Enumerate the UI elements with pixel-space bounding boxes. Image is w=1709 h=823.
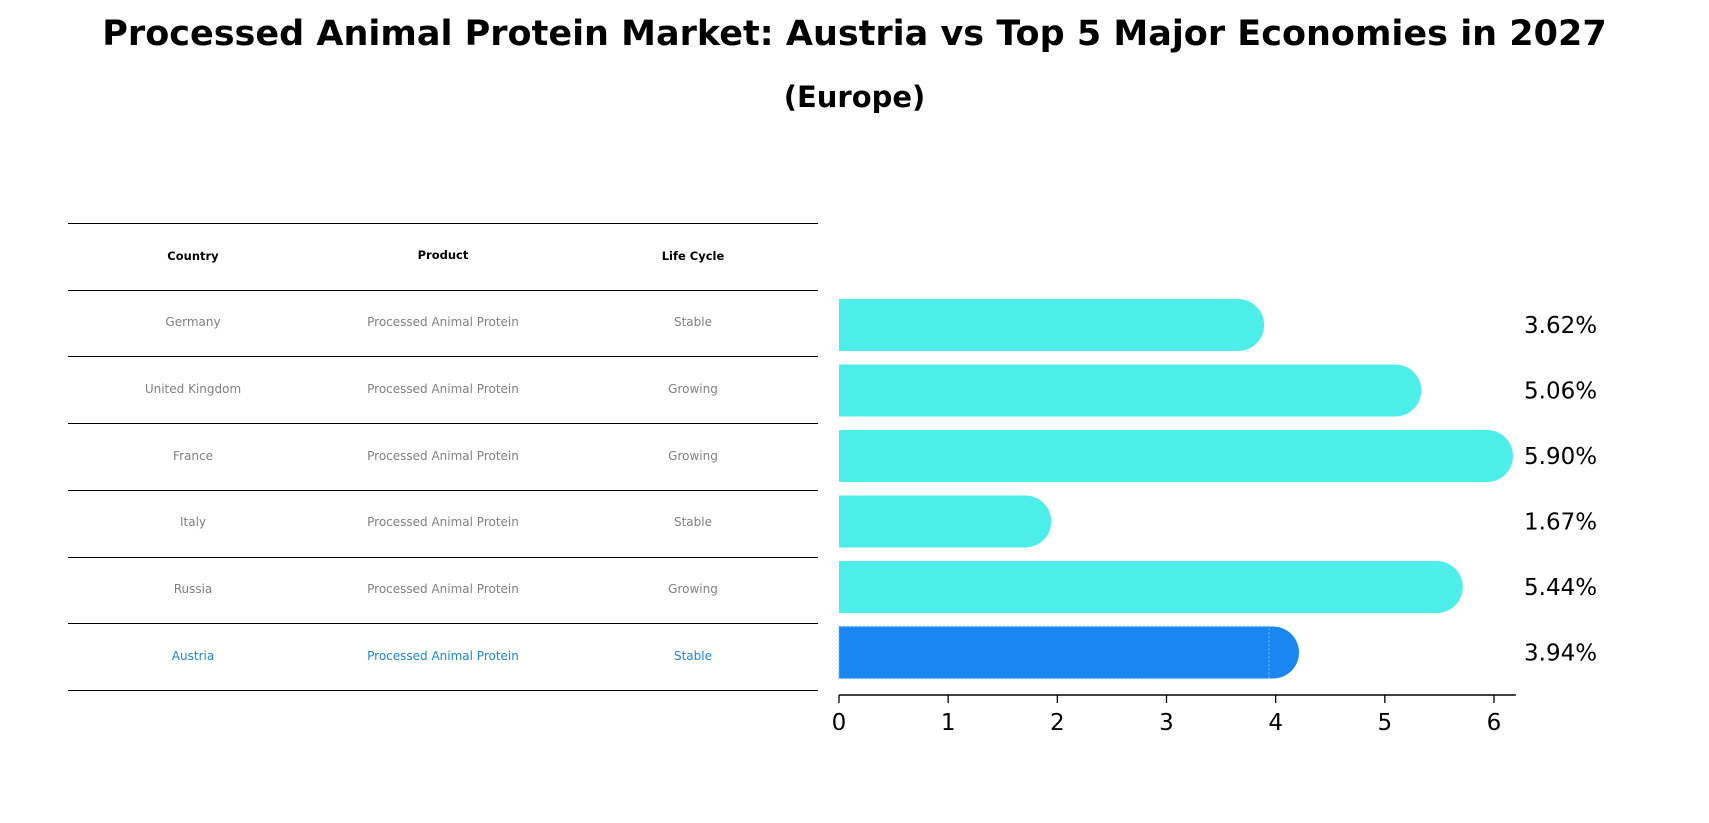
x-tick-label: 5 xyxy=(1378,710,1393,736)
table-row-product-highlight: Processed Animal Protein xyxy=(367,649,519,663)
table-row-life-cycle: Stable xyxy=(673,315,712,329)
bar xyxy=(839,561,1463,613)
bar-value-label: 1.67% xyxy=(1524,510,1597,536)
chart-title: Processed Animal Protein Market: Austria… xyxy=(102,14,1607,54)
table-row-country: United Kingdom xyxy=(144,382,242,396)
bar-highlight xyxy=(839,626,1300,679)
x-tick-label: 0 xyxy=(832,710,847,736)
table-row-country: Italy xyxy=(179,515,207,529)
header-product: Product xyxy=(417,248,469,262)
table-rule xyxy=(68,690,818,691)
table-rule xyxy=(68,623,818,624)
bar xyxy=(839,364,1422,417)
header-life-cycle: Life Cycle xyxy=(661,249,725,263)
bar-value-label: 5.44% xyxy=(1524,575,1597,601)
table-rule xyxy=(68,557,818,558)
table-row-product: Processed Animal Protein xyxy=(367,315,519,329)
chart-subtitle: (Europe) xyxy=(783,80,926,114)
x-tick-label: 1 xyxy=(941,710,956,736)
table-row-life-cycle-highlight: Stable xyxy=(673,649,712,663)
table-row-country: Russia xyxy=(173,582,213,596)
table-rule xyxy=(68,490,818,491)
x-tick-label: 3 xyxy=(1159,710,1174,736)
header-country: Country xyxy=(167,249,219,263)
table-row-product: Processed Animal Protein xyxy=(367,515,519,529)
table-row-country-highlight: Austria xyxy=(171,649,215,663)
bar-value-label: 3.62% xyxy=(1524,313,1597,339)
table-rule xyxy=(68,356,818,357)
bar xyxy=(839,430,1513,482)
bar-value-label: 5.06% xyxy=(1524,379,1597,405)
bar xyxy=(839,299,1265,351)
table-row-product: Processed Animal Protein xyxy=(367,449,519,463)
bar xyxy=(839,495,1052,548)
table-row-life-cycle: Growing xyxy=(668,382,718,396)
bar-value-label: 5.90% xyxy=(1524,444,1597,470)
table-rule xyxy=(68,423,818,424)
table-row-country: France xyxy=(173,449,213,463)
table-row-life-cycle: Stable xyxy=(673,515,712,529)
x-tick-label: 6 xyxy=(1487,710,1502,736)
table-row-product: Processed Animal Protein xyxy=(367,382,519,396)
table-row-life-cycle: Growing xyxy=(668,582,718,596)
table-row-product: Processed Animal Protein xyxy=(367,582,519,596)
bar-highlight-outline xyxy=(838,625,1270,680)
table-row-life-cycle: Growing xyxy=(668,449,718,463)
table-row-country: Germany xyxy=(165,315,221,329)
table-rule xyxy=(68,223,818,224)
x-tick-label: 2 xyxy=(1050,710,1065,736)
table-rule xyxy=(68,290,818,291)
bar-value-label: 3.94% xyxy=(1524,641,1597,667)
x-tick-label: 4 xyxy=(1268,710,1283,736)
